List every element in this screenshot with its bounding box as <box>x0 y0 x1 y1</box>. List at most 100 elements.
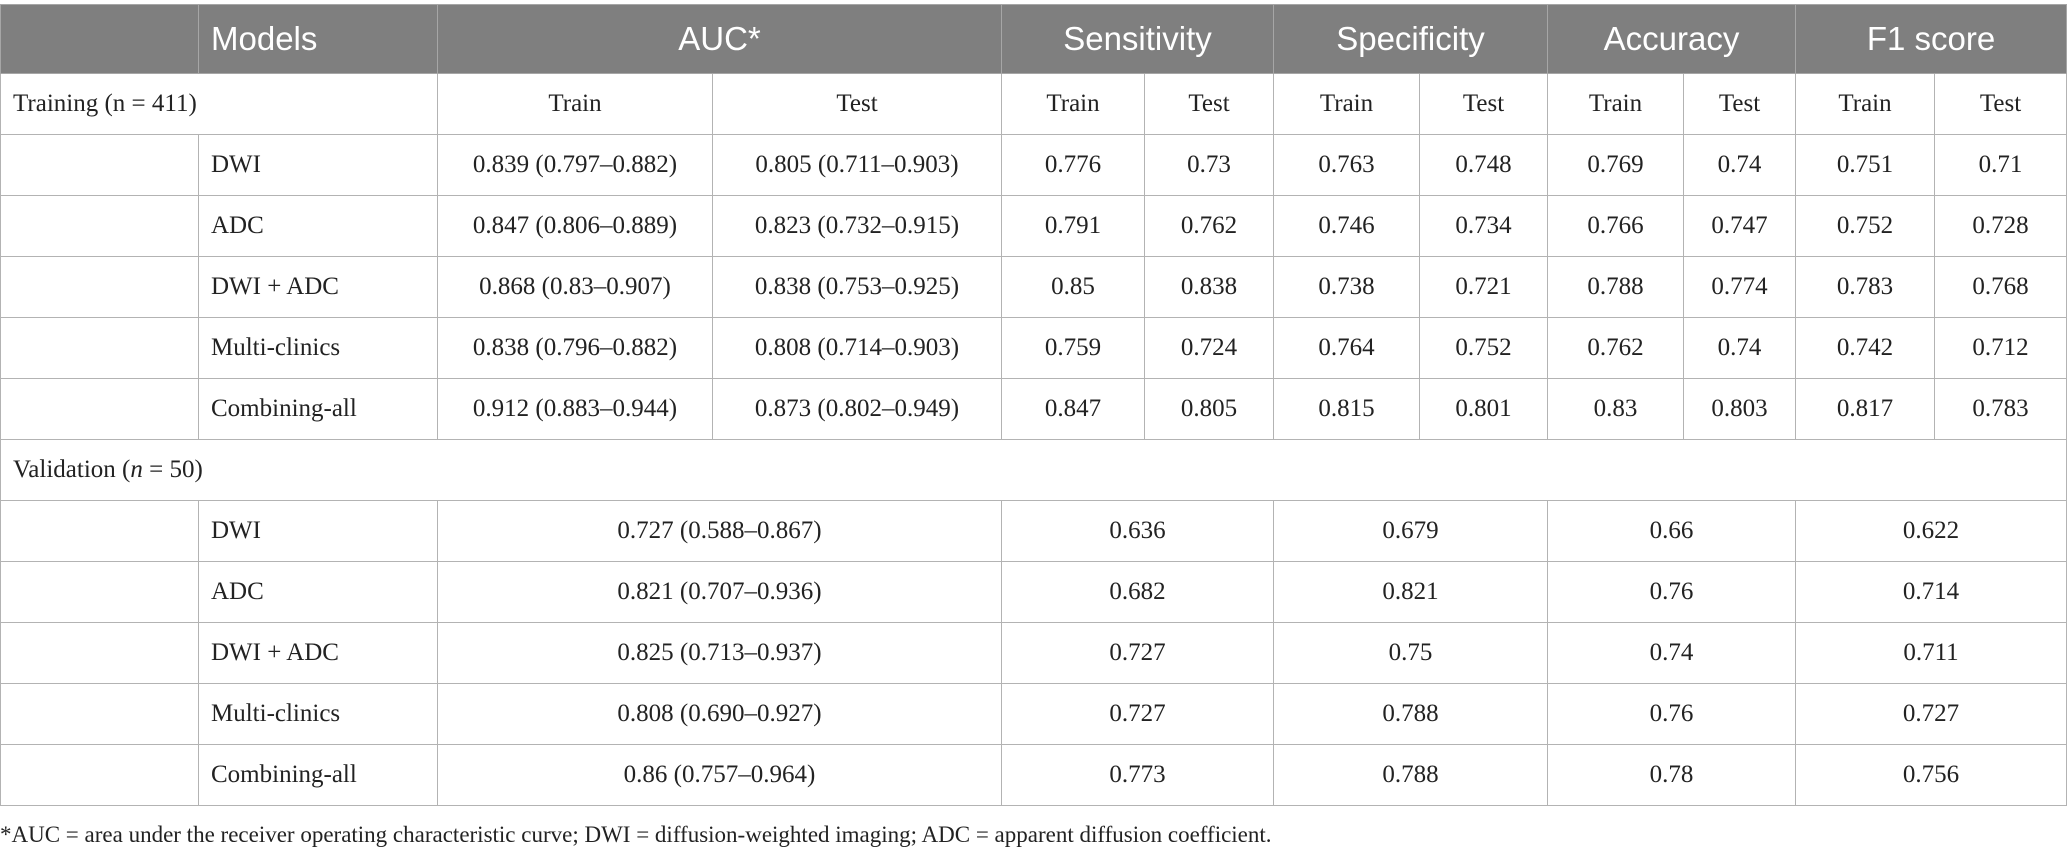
cell-acc-train: 0.83 <box>1547 378 1684 440</box>
model-name: Multi-clinics <box>198 317 438 379</box>
header-sensitivity: Sensitivity <box>1001 4 1274 74</box>
header-blank <box>0 4 199 74</box>
cell-auc-train: 0.868 (0.83–0.907) <box>437 256 713 318</box>
cell-auc-test: 0.823 (0.732–0.915) <box>712 195 1002 257</box>
subheader-specificity-train: Train <box>1273 73 1420 135</box>
cell-spec-test: 0.734 <box>1419 195 1548 257</box>
cell-acc-test: 0.74 <box>1683 134 1796 196</box>
cell-f1-test: 0.728 <box>1934 195 2067 257</box>
cell-f1-train: 0.751 <box>1795 134 1935 196</box>
cell-acc-train: 0.762 <box>1547 317 1684 379</box>
cell-spec-train: 0.815 <box>1273 378 1420 440</box>
cell-sens-train: 0.791 <box>1001 195 1145 257</box>
cell-sens-test: 0.805 <box>1144 378 1274 440</box>
model-name: Multi-clinics <box>198 683 438 745</box>
cell-sens: 0.682 <box>1001 561 1274 623</box>
cell-auc: 0.821 (0.707–0.936) <box>437 561 1002 623</box>
cell-auc-train: 0.912 (0.883–0.944) <box>437 378 713 440</box>
model-name: DWI + ADC <box>198 256 438 318</box>
cell-auc: 0.86 (0.757–0.964) <box>437 744 1002 806</box>
cell-acc: 0.66 <box>1547 500 1796 562</box>
cell-sens-train: 0.759 <box>1001 317 1145 379</box>
header-f1: F1 score <box>1795 4 2067 74</box>
blank-cell <box>0 134 199 196</box>
cell-acc-test: 0.774 <box>1683 256 1796 318</box>
subheader-sensitivity-train: Train <box>1001 73 1145 135</box>
cell-spec-test: 0.721 <box>1419 256 1548 318</box>
cell-acc-train: 0.766 <box>1547 195 1684 257</box>
blank-cell <box>0 378 199 440</box>
model-name: Combining-all <box>198 744 438 806</box>
cell-acc-train: 0.769 <box>1547 134 1684 196</box>
cell-sens: 0.636 <box>1001 500 1274 562</box>
cell-sens-train: 0.847 <box>1001 378 1145 440</box>
cell-f1-test: 0.783 <box>1934 378 2067 440</box>
cell-acc: 0.78 <box>1547 744 1796 806</box>
cell-f1: 0.714 <box>1795 561 2067 623</box>
cell-spec: 0.75 <box>1273 622 1548 684</box>
blank-cell <box>0 256 199 318</box>
cell-acc-test: 0.803 <box>1683 378 1796 440</box>
cell-auc-train: 0.838 (0.796–0.882) <box>437 317 713 379</box>
subheader-auc-train: Train <box>437 73 713 135</box>
validation-group-label: Validation (n = 50) <box>0 439 2067 501</box>
model-name: DWI <box>198 134 438 196</box>
blank-cell <box>0 683 199 745</box>
cell-sens-test: 0.762 <box>1144 195 1274 257</box>
cell-f1-train: 0.817 <box>1795 378 1935 440</box>
model-name: DWI <box>198 500 438 562</box>
cell-f1-train: 0.742 <box>1795 317 1935 379</box>
cell-auc-test: 0.838 (0.753–0.925) <box>712 256 1002 318</box>
cell-spec: 0.821 <box>1273 561 1548 623</box>
cell-f1-test: 0.71 <box>1934 134 2067 196</box>
cell-spec: 0.788 <box>1273 683 1548 745</box>
model-name: DWI + ADC <box>198 622 438 684</box>
training-row: DWI 0.839 (0.797–0.882) 0.805 (0.711–0.903… <box>0 134 2067 196</box>
header-models: Models <box>198 4 438 74</box>
cell-f1: 0.727 <box>1795 683 2067 745</box>
blank-cell <box>0 744 199 806</box>
model-name: ADC <box>198 561 438 623</box>
validation-row: DWI + ADC 0.825 (0.713–0.937) 0.727 0.75 0.7… <box>0 622 2067 684</box>
blank-cell <box>0 561 199 623</box>
subheader-auc-test: Test <box>712 73 1002 135</box>
validation-row: Multi-clinics 0.808 (0.690–0.927) 0.727 0.7… <box>0 683 2067 745</box>
table-footnote: *AUC = area under the receiver operating… <box>0 822 1272 847</box>
cell-f1-test: 0.768 <box>1934 256 2067 318</box>
blank-cell <box>0 500 199 562</box>
blank-cell <box>0 195 199 257</box>
subheader-specificity-test: Test <box>1419 73 1548 135</box>
model-name: ADC <box>198 195 438 257</box>
cell-f1-train: 0.783 <box>1795 256 1935 318</box>
cell-sens-test: 0.724 <box>1144 317 1274 379</box>
validation-label-prefix: Validation ( <box>13 456 131 483</box>
validation-label-suffix: = 50) <box>142 456 203 483</box>
subheader-accuracy-train: Train <box>1547 73 1684 135</box>
cell-acc-test: 0.747 <box>1683 195 1796 257</box>
cell-sens: 0.773 <box>1001 744 1274 806</box>
cell-f1: 0.622 <box>1795 500 2067 562</box>
cell-spec: 0.788 <box>1273 744 1548 806</box>
blank-cell <box>0 317 199 379</box>
cell-acc: 0.76 <box>1547 561 1796 623</box>
cell-auc-test: 0.805 (0.711–0.903) <box>712 134 1002 196</box>
cell-spec-test: 0.801 <box>1419 378 1548 440</box>
cell-spec-train: 0.764 <box>1273 317 1420 379</box>
header-row: Models AUC* Sensitivity Specificity Accu… <box>0 4 2067 74</box>
training-group-label: Training (n = 411) <box>0 73 438 135</box>
cell-sens-train: 0.85 <box>1001 256 1145 318</box>
subheader-sensitivity-test: Test <box>1144 73 1274 135</box>
cell-auc: 0.727 (0.588–0.867) <box>437 500 1002 562</box>
cell-sens-train: 0.776 <box>1001 134 1145 196</box>
validation-row: DWI 0.727 (0.588–0.867) 0.636 0.679 0.66 0.62… <box>0 500 2067 562</box>
training-row: Multi-clinics 0.838 (0.796–0.882) 0.808 (0… <box>0 317 2067 379</box>
results-table: Models AUC* Sensitivity Specificity Accu… <box>0 4 2067 806</box>
validation-group-row: Validation (n = 50) <box>0 439 2067 501</box>
header-accuracy: Accuracy <box>1547 4 1796 74</box>
cell-auc-train: 0.847 (0.806–0.889) <box>437 195 713 257</box>
header-auc: AUC* <box>437 4 1002 74</box>
validation-row: Combining-all 0.86 (0.757–0.964) 0.773 0.78… <box>0 744 2067 806</box>
cell-auc: 0.825 (0.713–0.937) <box>437 622 1002 684</box>
validation-label-n: n <box>130 456 143 483</box>
cell-spec-test: 0.752 <box>1419 317 1548 379</box>
